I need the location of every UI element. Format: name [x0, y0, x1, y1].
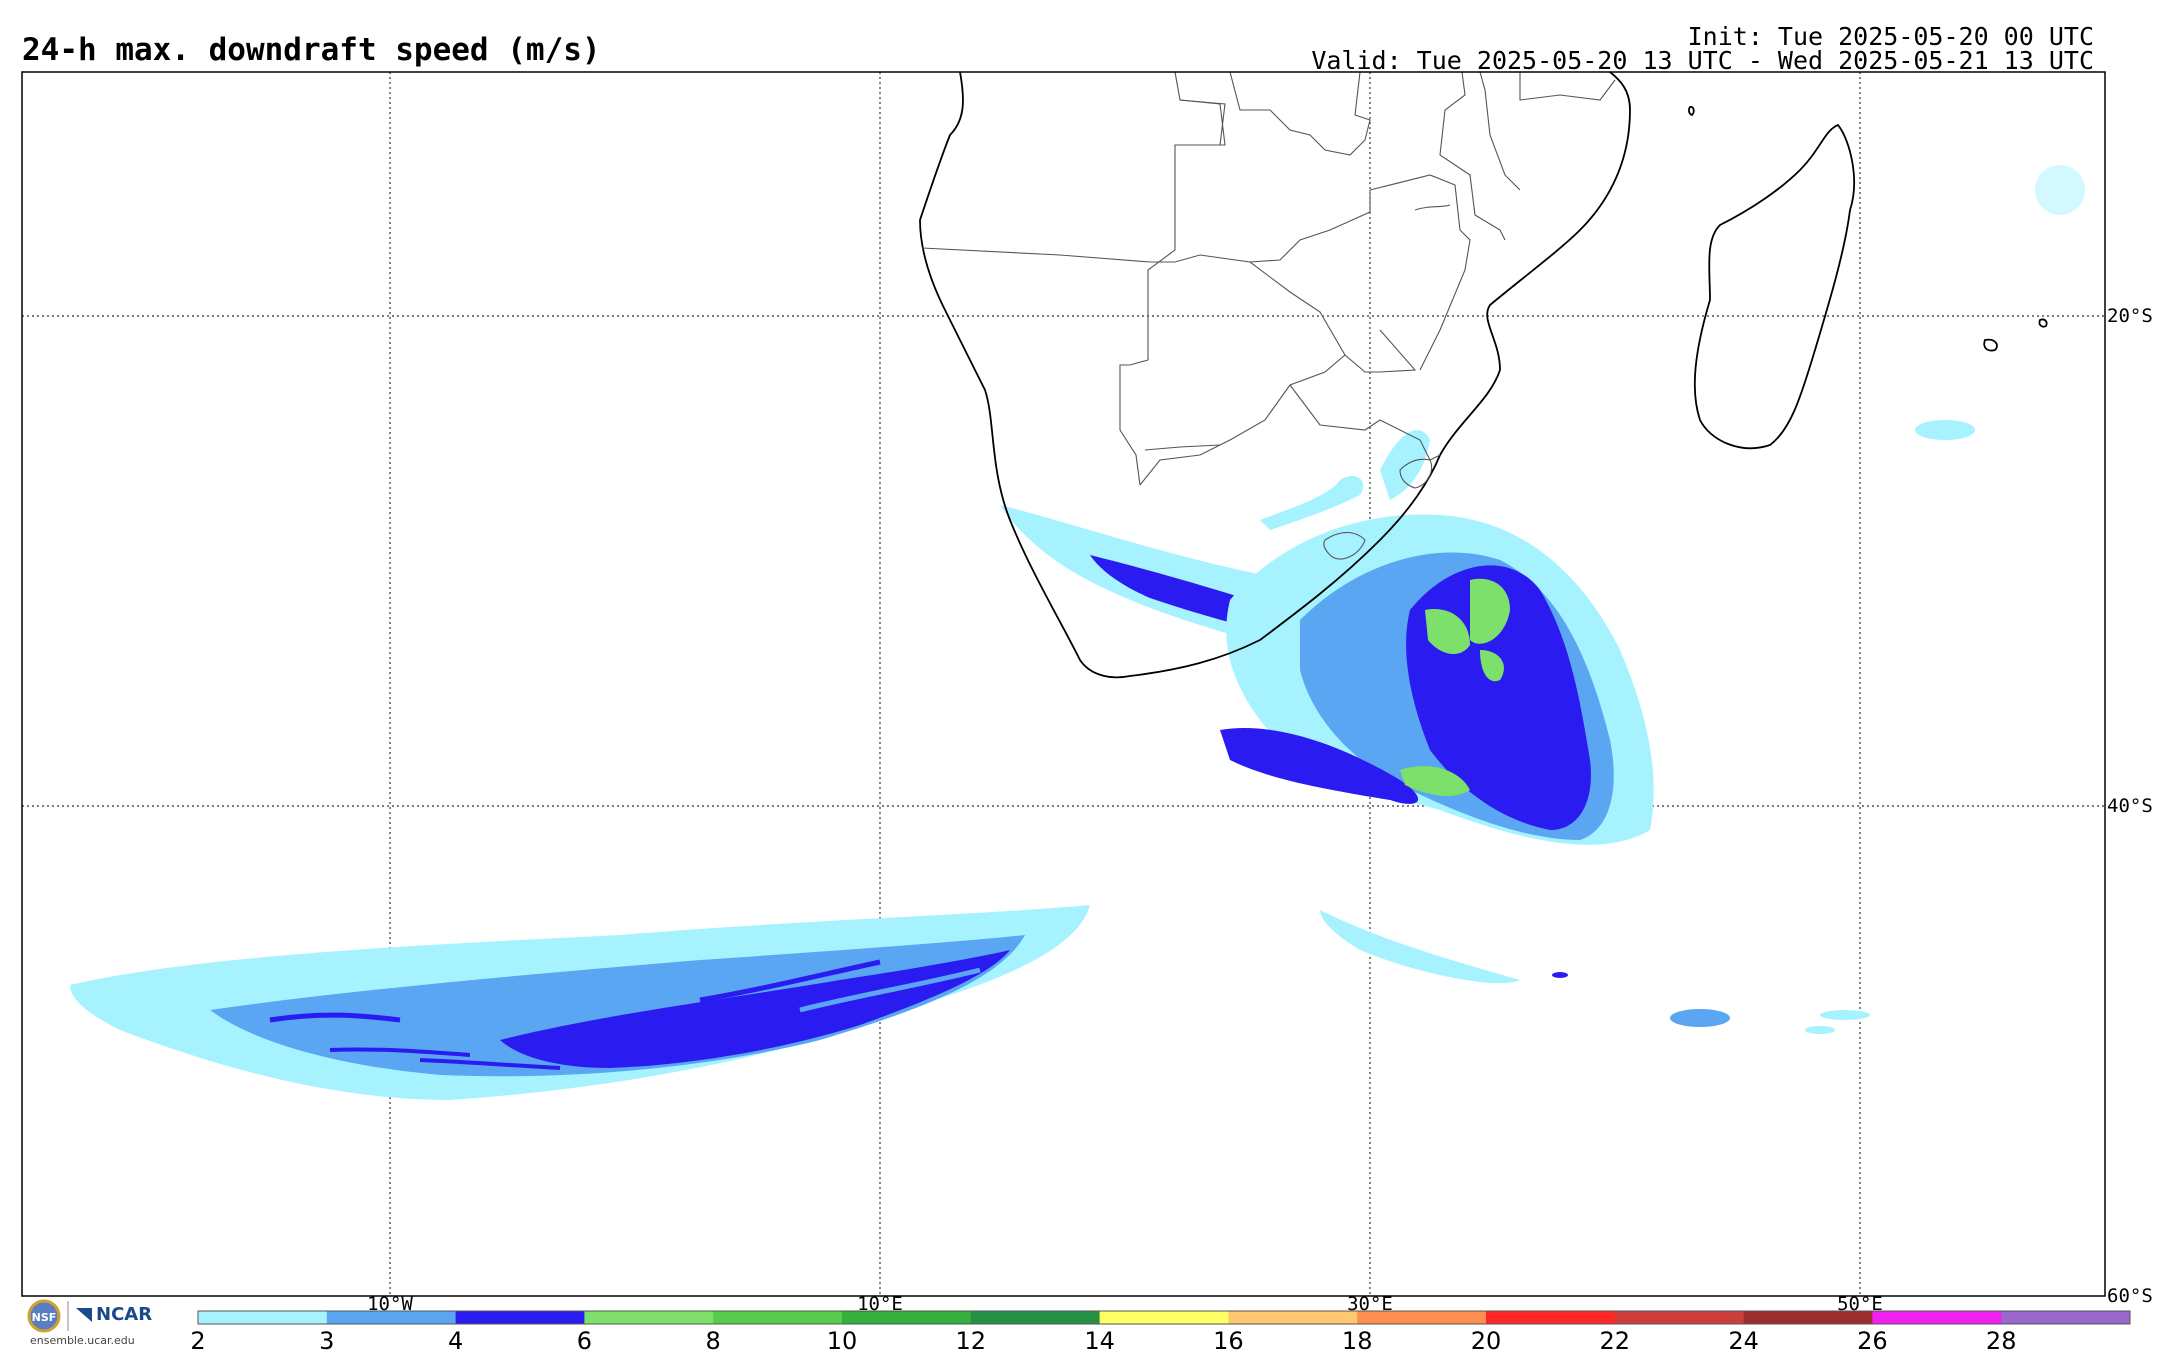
lon-label: 30°E [1347, 1293, 1393, 1315]
africa-coast [919, 72, 1631, 679]
map-panel [22, 72, 2105, 1296]
nsf-ncar-logo: NSF [27, 1299, 92, 1333]
map-title: 24-h max. downdraft speed (m/s) [22, 32, 601, 68]
lon-label: 10°W [367, 1293, 413, 1315]
downdraft-band-atlantic [70, 905, 1090, 1100]
footer-url: ensemble.ucar.edu [30, 1334, 135, 1347]
longitude-labels: 10°W 10°E 30°E 50°E [367, 1293, 1883, 1315]
colorbar-tick-label: 6 [577, 1327, 592, 1354]
colorbar-tick-label: 26 [1857, 1327, 1888, 1354]
colorbar-swatch [1357, 1311, 1487, 1324]
ncar-label: NCAR [96, 1304, 153, 1325]
lon-label: 10°E [857, 1293, 903, 1315]
lon-label: 50°E [1837, 1293, 1883, 1315]
colorbar-tick-label: 20 [1471, 1327, 1502, 1354]
latitude-labels: 20°S 40°S 60°S [2107, 305, 2153, 1307]
colorbar-tick-label: 16 [1213, 1327, 1244, 1354]
colorbar-swatch [198, 1311, 328, 1324]
colorbar-swatch [1228, 1311, 1358, 1324]
colorbar-tick-label: 3 [319, 1327, 334, 1354]
colorbar-tick-label: 4 [448, 1327, 463, 1354]
colorbar-tick-label: 18 [1342, 1327, 1373, 1354]
colorbar-tick-label: 12 [956, 1327, 987, 1354]
colorbar-swatch [2001, 1311, 2131, 1324]
lat-label: 20°S [2107, 305, 2153, 327]
colorbar-tick-label: 22 [1600, 1327, 1631, 1354]
mauritius-coast [2038, 318, 2048, 328]
map-frame [21, 71, 2106, 1297]
valid-time: Valid: Tue 2025-05-20 13 UTC - Wed 2025-… [1311, 46, 2094, 75]
colorbar-tick-label: 2 [190, 1327, 205, 1354]
colorbar-tick-label: 14 [1084, 1327, 1115, 1354]
colorbar-swatch [455, 1311, 585, 1324]
reunion-coast [1983, 338, 1998, 352]
colorbar-swatch [1743, 1311, 1873, 1324]
colorbar-tick-label: 8 [706, 1327, 721, 1354]
colorbar-tick-label: 28 [1986, 1327, 2017, 1354]
colorbar-frame [197, 1310, 2131, 1325]
colorbar-tick-label: 10 [827, 1327, 858, 1354]
colorbar-swatch [713, 1311, 843, 1324]
ncar-mark-icon [76, 1308, 92, 1322]
colorbar-swatch [1614, 1311, 1745, 1324]
colorbar-swatch [1872, 1311, 2002, 1324]
colorbar-swatch [842, 1311, 972, 1324]
coastlines [919, 72, 2048, 679]
country-borders [921, 72, 1616, 560]
init-time: Init: Tue 2025-05-20 00 UTC [1687, 22, 2094, 51]
madagascar-coast [1693, 123, 1855, 450]
lat-label: 40°S [2107, 795, 2153, 817]
nsf-seal-icon [27, 1299, 61, 1333]
colorbar: 2 3 4 6 8 10 12 14 16 18 20 22 24 26 28 [190, 1310, 2131, 1354]
colorbar-swatch [326, 1311, 457, 1324]
colorbar-swatch [970, 1311, 1101, 1324]
seal-text: NSF [32, 1311, 57, 1324]
colorbar-swatch [1486, 1311, 1616, 1324]
downdraft-cluster-sa [1000, 165, 2085, 1034]
colorbar-swatch [584, 1311, 714, 1324]
lat-label: 60°S [2107, 1285, 2153, 1307]
colorbar-swatch [1099, 1311, 1229, 1324]
comoros-coast [1688, 106, 1695, 117]
graticule [22, 72, 2105, 1296]
colorbar-tick-label: 24 [1728, 1327, 1759, 1354]
